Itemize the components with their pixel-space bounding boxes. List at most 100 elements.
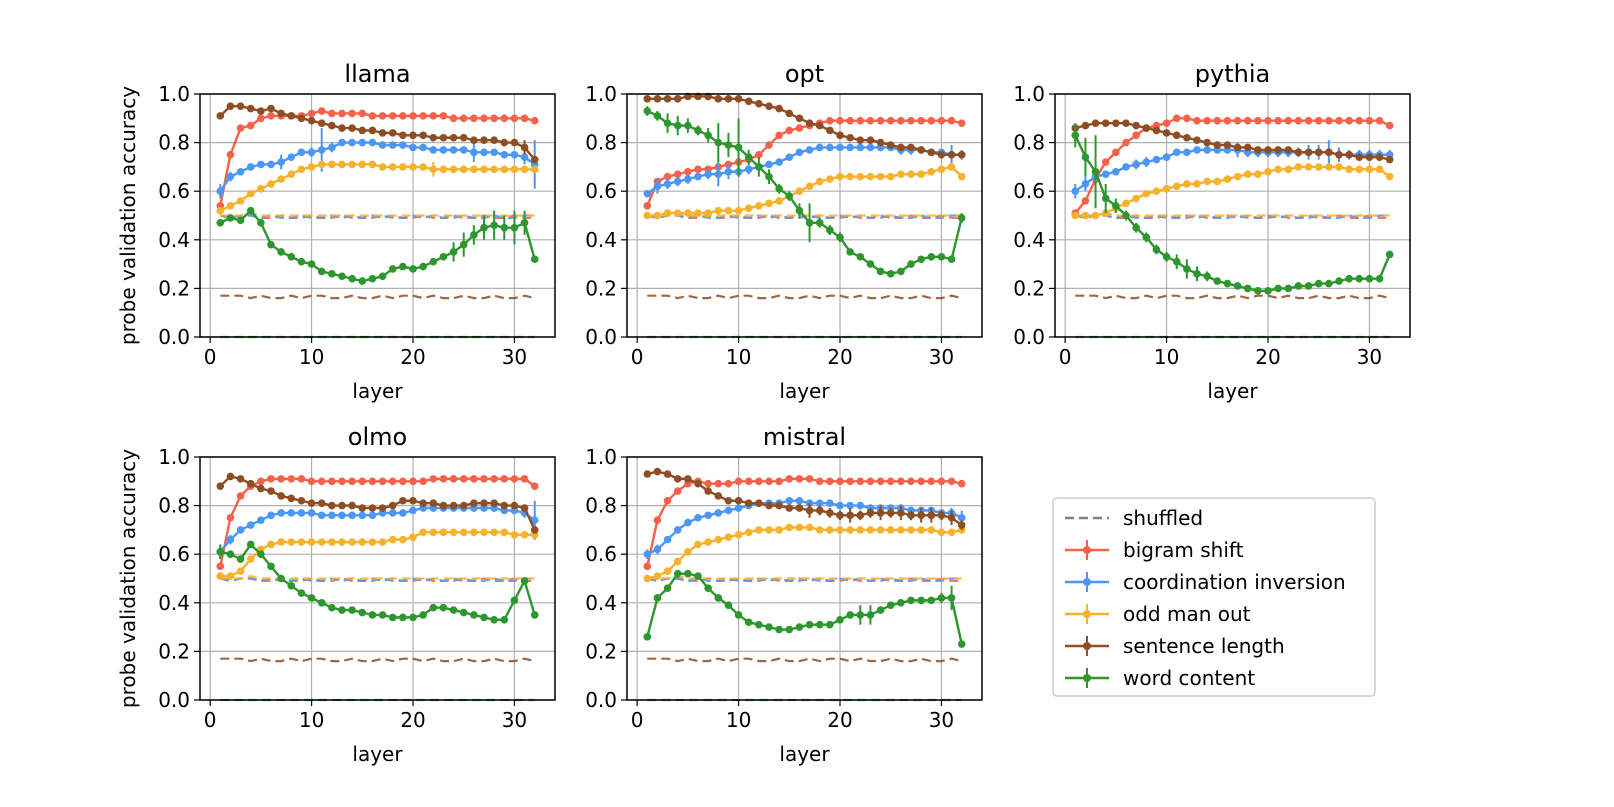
data-point: [1172, 131, 1181, 140]
data-point: [917, 146, 925, 154]
panel-mistral: 0 10 20 30 0.0 0.2 0.4 0.6 0.8 1.0 mistral layer: [585, 423, 983, 766]
data-point: [307, 509, 316, 517]
data-point: [368, 477, 377, 486]
panel-title: llama: [344, 60, 410, 88]
data-point: [643, 562, 652, 571]
data-point: [846, 501, 854, 510]
data-point: [937, 150, 946, 159]
data-point: [490, 114, 498, 123]
data-point: [1122, 211, 1130, 220]
data-point: [744, 618, 753, 627]
data-point: [724, 506, 733, 515]
data-point: [1101, 158, 1110, 166]
data-point: [1122, 138, 1130, 147]
y-tick-label: 0.0: [585, 688, 617, 712]
panel-title: pythia: [1195, 60, 1270, 88]
data-point: [897, 477, 905, 486]
series-line-odd-man-out: [647, 526, 962, 580]
data-point: [724, 533, 733, 541]
data-point: [886, 116, 895, 125]
data-point: [785, 523, 794, 532]
data-point: [1071, 131, 1080, 140]
x-tick-label: 20: [400, 708, 425, 732]
data-point: [1345, 274, 1353, 283]
data-point: [927, 253, 936, 261]
data-point: [704, 209, 712, 217]
data-point: [673, 557, 682, 566]
data-point: [886, 477, 895, 486]
data-point: [480, 136, 488, 144]
x-tick-label: 10: [1154, 345, 1179, 369]
data-point: [409, 533, 417, 541]
data-point: [937, 594, 946, 602]
data-point: [957, 640, 966, 648]
data-point: [348, 138, 356, 147]
data-point: [1203, 177, 1211, 186]
data-point: [1274, 165, 1282, 174]
data-point: [684, 175, 692, 183]
data-point: [480, 499, 488, 507]
legend-marker-word-content: [1083, 674, 1091, 682]
data-point: [439, 253, 448, 261]
data-point: [459, 240, 468, 249]
data-point: [744, 165, 753, 174]
series-line-word-content: [646, 109, 963, 276]
data-point: [714, 509, 723, 517]
data-point: [1294, 148, 1303, 157]
legend-label-odd-man-out: odd man out: [1123, 602, 1251, 626]
data-point: [459, 608, 468, 617]
data-point: [1213, 116, 1222, 125]
data-point: [388, 509, 397, 517]
data-point: [530, 482, 539, 490]
series-word-content: [643, 106, 966, 278]
data-point: [1071, 211, 1080, 220]
data-point: [897, 509, 905, 517]
data-point: [500, 138, 509, 147]
data-point: [409, 506, 417, 515]
data-point: [358, 608, 367, 617]
data-point: [246, 121, 255, 130]
data-point: [378, 163, 387, 171]
y-tick-label: 0.8: [585, 494, 617, 518]
data-point: [520, 530, 529, 539]
data-point: [1314, 148, 1323, 157]
data-point: [653, 112, 662, 120]
data-point: [1325, 163, 1333, 171]
data-point: [429, 475, 438, 483]
data-point: [399, 163, 407, 171]
data-point: [1081, 180, 1090, 188]
data-point: [328, 160, 336, 169]
data-point: [368, 504, 377, 512]
data-point: [856, 172, 865, 181]
data-point: [429, 257, 438, 266]
data-point: [399, 496, 407, 505]
data-point: [846, 133, 854, 142]
panel-title: opt: [785, 60, 824, 88]
data-point: [734, 477, 743, 486]
data-point: [1375, 274, 1384, 283]
data-point: [826, 620, 834, 629]
data-point: [866, 509, 875, 517]
x-tick-label: 10: [299, 708, 324, 732]
data-point: [836, 131, 844, 140]
data-point: [388, 501, 397, 510]
data-point: [1183, 133, 1191, 142]
data-point: [328, 603, 336, 612]
data-point: [907, 526, 915, 534]
data-point: [663, 119, 672, 127]
data-point: [338, 511, 346, 520]
data-point: [876, 477, 885, 486]
data-point: [815, 121, 824, 130]
data-point: [1183, 265, 1191, 273]
data-point: [277, 248, 285, 256]
data-point: [216, 547, 225, 556]
data-point: [714, 492, 723, 500]
data-point: [846, 611, 854, 619]
data-point: [1325, 148, 1333, 157]
data-point: [927, 477, 936, 486]
series-word-content: [216, 540, 539, 624]
data-point: [358, 109, 367, 118]
data-point: [1162, 153, 1171, 161]
x-axis-label: layer: [352, 742, 403, 766]
data-point: [734, 611, 743, 619]
